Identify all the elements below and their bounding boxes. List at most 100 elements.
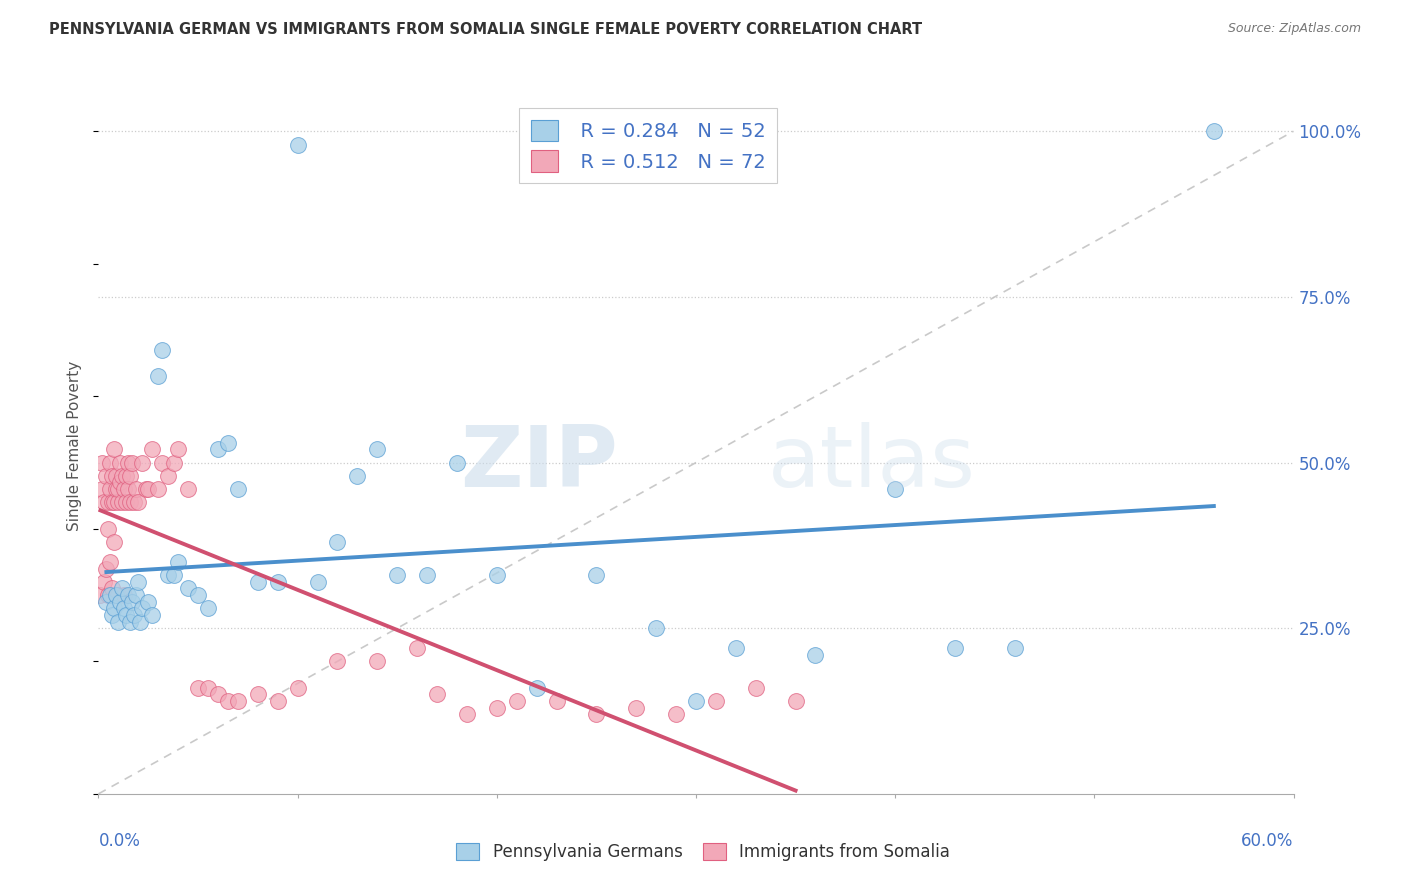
Point [103, 495, 125, 509]
Point [226, 694, 249, 708]
Point [287, 681, 309, 695]
Point [167, 442, 190, 457]
Point [101, 582, 124, 596]
Point [163, 456, 186, 470]
Point [197, 601, 219, 615]
Point [148, 369, 170, 384]
Point [745, 681, 768, 695]
Text: Source: ZipAtlas.com: Source: ZipAtlas.com [1227, 22, 1361, 36]
Point [97, 588, 120, 602]
Point [107, 615, 129, 629]
Point [385, 568, 409, 582]
Point [685, 694, 707, 708]
Point [267, 694, 290, 708]
Text: PENNSYLVANIA GERMAN VS IMMIGRANTS FROM SOMALIA SINGLE FEMALE POVERTY CORRELATION: PENNSYLVANIA GERMAN VS IMMIGRANTS FROM S… [49, 22, 922, 37]
Point [267, 574, 290, 589]
Point [96, 561, 118, 575]
Point [485, 700, 508, 714]
Point [107, 588, 129, 602]
Point [177, 582, 200, 596]
Point [117, 588, 139, 602]
Point [105, 468, 128, 483]
Point [366, 442, 388, 457]
Point [103, 442, 125, 457]
Point [91, 456, 114, 470]
Point [101, 607, 124, 622]
Point [115, 607, 138, 622]
Point [1202, 124, 1225, 138]
Point [207, 442, 229, 457]
Point [167, 555, 190, 569]
Point [124, 607, 146, 622]
Point [226, 482, 249, 496]
Point [131, 456, 153, 470]
Point [150, 456, 173, 470]
Text: atlas: atlas [768, 422, 976, 505]
Point [111, 582, 134, 596]
Point [197, 681, 219, 695]
Point [326, 535, 349, 549]
Point [724, 641, 747, 656]
Point [150, 343, 173, 357]
Point [125, 482, 148, 496]
Point [98, 456, 122, 470]
Point [98, 588, 122, 602]
Point [111, 468, 134, 483]
Point [177, 482, 200, 496]
Point [546, 694, 568, 708]
Point [96, 595, 118, 609]
Point [217, 435, 239, 450]
Point [120, 615, 142, 629]
Point [585, 707, 607, 722]
Point [120, 468, 142, 483]
Point [307, 574, 329, 589]
Point [93, 495, 115, 509]
Point [446, 456, 468, 470]
Point [112, 588, 135, 602]
Point [98, 482, 122, 496]
Point [131, 601, 153, 615]
Point [121, 456, 143, 470]
Point [127, 574, 149, 589]
Point [111, 495, 134, 509]
Point [117, 456, 139, 470]
Point [124, 495, 146, 509]
Point [115, 468, 138, 483]
Point [246, 688, 269, 702]
Point [704, 694, 727, 708]
Point [366, 654, 388, 668]
Point [91, 482, 114, 496]
Point [943, 641, 966, 656]
Point [1004, 641, 1026, 656]
Point [506, 694, 529, 708]
Legend:   R = 0.284   N = 52,   R = 0.512   N = 72: R = 0.284 N = 52, R = 0.512 N = 72 [519, 108, 778, 183]
Point [187, 588, 209, 602]
Point [526, 681, 548, 695]
Point [585, 568, 607, 582]
Point [246, 574, 269, 589]
Point [136, 482, 159, 496]
Point [785, 694, 807, 708]
Point [97, 495, 120, 509]
Point [141, 607, 163, 622]
Point [346, 468, 368, 483]
Point [804, 648, 827, 662]
Point [115, 495, 138, 509]
Point [135, 482, 157, 496]
Point [129, 615, 152, 629]
Point [103, 535, 125, 549]
Point [326, 654, 349, 668]
Point [105, 482, 128, 496]
Point [406, 641, 429, 656]
Point [141, 442, 163, 457]
Point [107, 482, 129, 496]
Point [93, 574, 115, 589]
Point [125, 588, 148, 602]
Point [112, 482, 135, 496]
Point [287, 137, 309, 152]
Text: 0.0%: 0.0% [98, 832, 141, 850]
Point [105, 588, 128, 602]
Point [163, 568, 186, 582]
Point [127, 495, 149, 509]
Point [456, 707, 478, 722]
